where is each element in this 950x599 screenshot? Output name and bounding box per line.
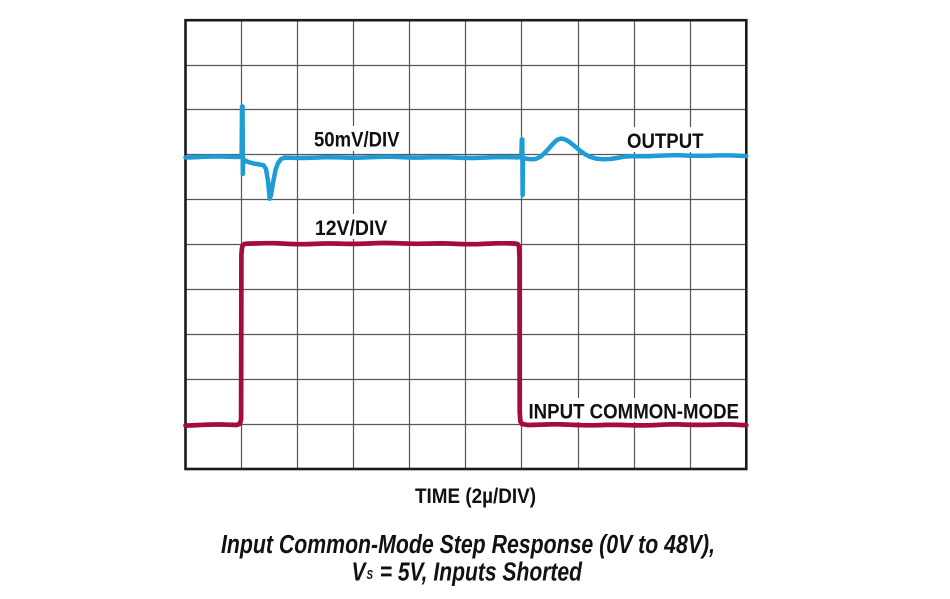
svg-text:INPUT COMMON-MODE: INPUT COMMON-MODE <box>529 400 740 424</box>
svg-text:V: V <box>352 558 368 586</box>
svg-text:TIME (2µ/DIV): TIME (2µ/DIV) <box>415 484 536 508</box>
svg-text:Input Common-Mode Step Respons: Input Common-Mode Step Response (0V to 4… <box>221 531 715 559</box>
svg-text:S: S <box>367 567 374 582</box>
svg-text:OUTPUT: OUTPUT <box>627 129 704 153</box>
svg-text:50mV/DIV: 50mV/DIV <box>314 128 400 152</box>
svg-text:= 5V, Inputs Shorted: = 5V, Inputs Shorted <box>380 558 583 586</box>
svg-text:12V/DIV: 12V/DIV <box>315 216 388 240</box>
